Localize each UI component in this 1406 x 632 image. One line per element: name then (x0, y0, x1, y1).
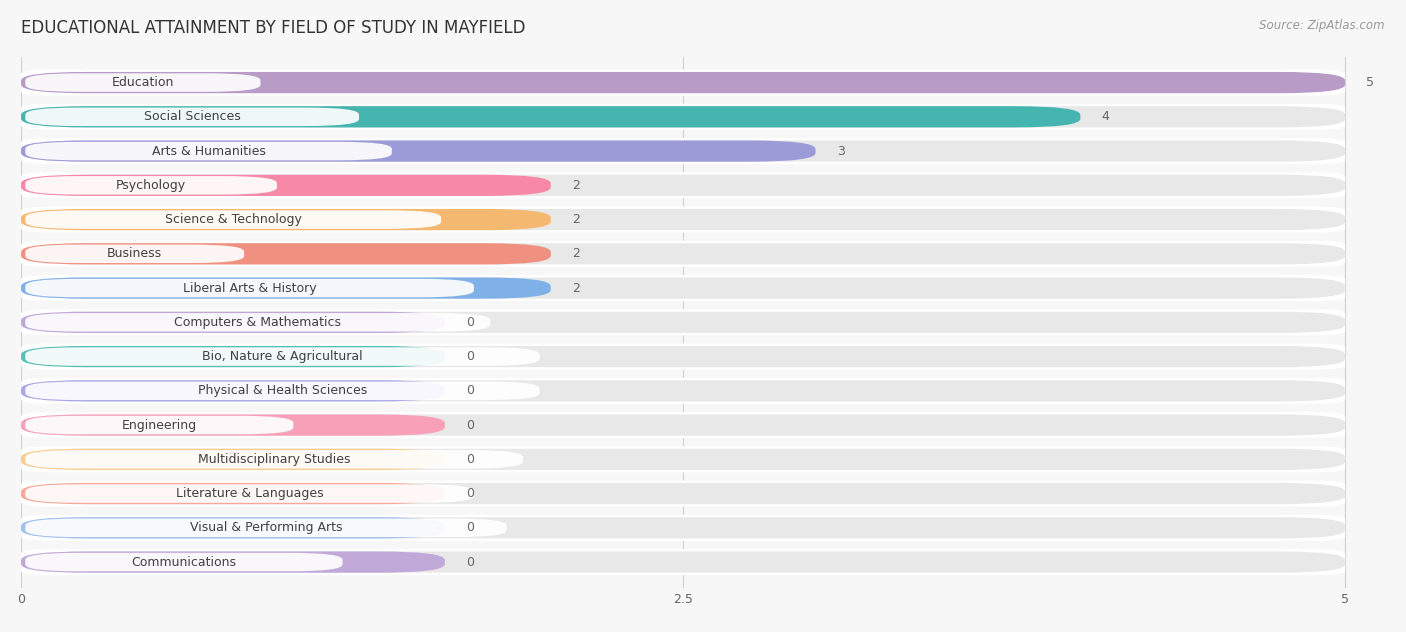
FancyBboxPatch shape (25, 382, 540, 400)
Text: Science & Technology: Science & Technology (165, 213, 302, 226)
FancyBboxPatch shape (21, 173, 1346, 198)
FancyBboxPatch shape (21, 174, 1346, 196)
FancyBboxPatch shape (21, 415, 1346, 435)
Text: Bio, Nature & Agricultural: Bio, Nature & Agricultural (202, 350, 363, 363)
Text: Computers & Mathematics: Computers & Mathematics (174, 316, 342, 329)
Text: Liberal Arts & History: Liberal Arts & History (183, 282, 316, 295)
FancyBboxPatch shape (25, 450, 523, 468)
FancyBboxPatch shape (21, 344, 1346, 370)
FancyBboxPatch shape (25, 279, 474, 297)
FancyBboxPatch shape (21, 243, 551, 264)
FancyBboxPatch shape (21, 275, 1346, 301)
FancyBboxPatch shape (25, 416, 294, 434)
Text: 0: 0 (465, 453, 474, 466)
Text: Education: Education (111, 76, 174, 89)
Text: Psychology: Psychology (117, 179, 186, 192)
FancyBboxPatch shape (21, 140, 1346, 162)
FancyBboxPatch shape (25, 107, 359, 126)
FancyBboxPatch shape (21, 517, 1346, 538)
FancyBboxPatch shape (21, 552, 444, 573)
FancyBboxPatch shape (21, 241, 1346, 267)
FancyBboxPatch shape (21, 346, 444, 367)
FancyBboxPatch shape (21, 312, 1346, 333)
FancyBboxPatch shape (21, 380, 1346, 401)
FancyBboxPatch shape (21, 277, 551, 299)
Text: 0: 0 (465, 556, 474, 569)
Text: 2: 2 (572, 179, 579, 192)
Text: Source: ZipAtlas.com: Source: ZipAtlas.com (1260, 19, 1385, 32)
FancyBboxPatch shape (21, 277, 1346, 299)
FancyBboxPatch shape (25, 484, 474, 503)
FancyBboxPatch shape (21, 446, 1346, 472)
FancyBboxPatch shape (21, 549, 1346, 575)
Text: 4: 4 (1101, 111, 1109, 123)
FancyBboxPatch shape (25, 519, 506, 537)
Text: EDUCATIONAL ATTAINMENT BY FIELD OF STUDY IN MAYFIELD: EDUCATIONAL ATTAINMENT BY FIELD OF STUDY… (21, 19, 526, 37)
FancyBboxPatch shape (21, 449, 1346, 470)
FancyBboxPatch shape (21, 72, 1346, 93)
Text: Visual & Performing Arts: Visual & Performing Arts (190, 521, 342, 534)
Text: Engineering: Engineering (122, 418, 197, 432)
FancyBboxPatch shape (21, 480, 1346, 507)
FancyBboxPatch shape (25, 73, 260, 92)
Text: 3: 3 (837, 145, 845, 157)
Text: 0: 0 (465, 487, 474, 500)
FancyBboxPatch shape (21, 412, 1346, 438)
Text: 0: 0 (465, 418, 474, 432)
FancyBboxPatch shape (25, 176, 277, 195)
Text: 0: 0 (465, 521, 474, 534)
Text: 2: 2 (572, 213, 579, 226)
Text: 5: 5 (1367, 76, 1375, 89)
FancyBboxPatch shape (21, 243, 1346, 264)
Text: Communications: Communications (131, 556, 236, 569)
FancyBboxPatch shape (21, 140, 815, 162)
FancyBboxPatch shape (21, 209, 551, 230)
FancyBboxPatch shape (21, 378, 1346, 404)
FancyBboxPatch shape (21, 70, 1346, 95)
FancyBboxPatch shape (21, 346, 1346, 367)
FancyBboxPatch shape (21, 552, 1346, 573)
FancyBboxPatch shape (21, 138, 1346, 164)
FancyBboxPatch shape (21, 209, 1346, 230)
FancyBboxPatch shape (25, 245, 245, 263)
Text: Physical & Health Sciences: Physical & Health Sciences (198, 384, 367, 398)
FancyBboxPatch shape (21, 106, 1346, 128)
FancyBboxPatch shape (21, 517, 444, 538)
FancyBboxPatch shape (25, 210, 441, 229)
FancyBboxPatch shape (21, 415, 444, 435)
FancyBboxPatch shape (21, 483, 444, 504)
FancyBboxPatch shape (21, 515, 1346, 541)
FancyBboxPatch shape (21, 312, 444, 333)
Text: 2: 2 (572, 282, 579, 295)
Text: Literature & Languages: Literature & Languages (176, 487, 323, 500)
FancyBboxPatch shape (25, 348, 540, 366)
FancyBboxPatch shape (21, 449, 444, 470)
Text: Social Sciences: Social Sciences (143, 111, 240, 123)
Text: 0: 0 (465, 350, 474, 363)
FancyBboxPatch shape (25, 142, 392, 161)
FancyBboxPatch shape (21, 309, 1346, 336)
Text: 2: 2 (572, 247, 579, 260)
FancyBboxPatch shape (25, 553, 343, 571)
Text: Business: Business (107, 247, 162, 260)
FancyBboxPatch shape (21, 207, 1346, 233)
Text: 0: 0 (465, 384, 474, 398)
FancyBboxPatch shape (21, 483, 1346, 504)
FancyBboxPatch shape (21, 106, 1080, 128)
FancyBboxPatch shape (21, 104, 1346, 130)
Text: Arts & Humanities: Arts & Humanities (152, 145, 266, 157)
FancyBboxPatch shape (21, 72, 1346, 93)
Text: Multidisciplinary Studies: Multidisciplinary Studies (198, 453, 350, 466)
Text: 0: 0 (465, 316, 474, 329)
FancyBboxPatch shape (25, 313, 491, 332)
FancyBboxPatch shape (21, 380, 444, 401)
FancyBboxPatch shape (21, 174, 551, 196)
